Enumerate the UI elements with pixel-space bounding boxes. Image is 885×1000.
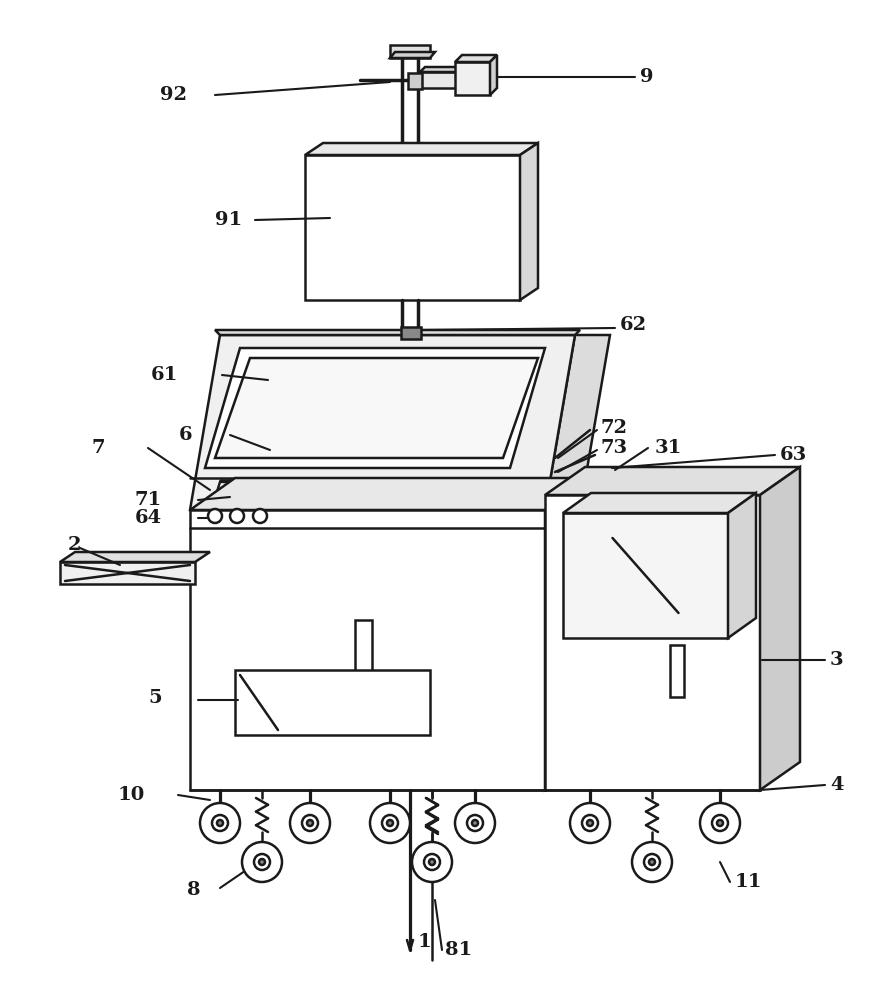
Circle shape: [700, 803, 740, 843]
Polygon shape: [412, 482, 500, 508]
Text: 63: 63: [780, 446, 807, 464]
Circle shape: [467, 815, 483, 831]
Circle shape: [472, 820, 478, 826]
Bar: [670, 645, 684, 697]
Circle shape: [649, 859, 655, 865]
Text: 7: 7: [91, 439, 105, 457]
Polygon shape: [205, 348, 545, 468]
Bar: [190, 510, 545, 790]
Circle shape: [212, 815, 228, 831]
Text: 5: 5: [149, 689, 162, 707]
Circle shape: [208, 509, 222, 523]
Polygon shape: [545, 478, 590, 790]
Polygon shape: [455, 55, 497, 62]
Polygon shape: [190, 335, 575, 510]
Polygon shape: [545, 467, 800, 495]
Polygon shape: [563, 493, 756, 513]
Circle shape: [217, 820, 223, 826]
Text: 3: 3: [830, 651, 843, 669]
Circle shape: [242, 842, 282, 882]
Polygon shape: [390, 52, 435, 58]
Circle shape: [712, 815, 728, 831]
Circle shape: [570, 803, 610, 843]
Text: 73: 73: [600, 439, 627, 457]
Circle shape: [370, 803, 410, 843]
Polygon shape: [760, 467, 800, 790]
Circle shape: [429, 859, 435, 865]
Text: 91: 91: [215, 211, 242, 229]
Text: 64: 64: [135, 509, 162, 527]
Text: 92: 92: [160, 86, 187, 104]
Text: 71: 71: [135, 491, 162, 509]
Circle shape: [632, 842, 672, 882]
Polygon shape: [545, 335, 610, 510]
Polygon shape: [420, 72, 490, 88]
Polygon shape: [312, 482, 400, 508]
Circle shape: [290, 803, 330, 843]
Circle shape: [302, 815, 318, 831]
Polygon shape: [215, 330, 580, 335]
Bar: [355, 620, 372, 678]
Circle shape: [644, 854, 660, 870]
Circle shape: [424, 854, 440, 870]
Text: 9: 9: [640, 68, 653, 86]
Circle shape: [382, 815, 398, 831]
Circle shape: [253, 509, 267, 523]
Circle shape: [230, 509, 244, 523]
Bar: [545, 495, 760, 790]
Circle shape: [259, 859, 265, 865]
Polygon shape: [390, 45, 430, 58]
Bar: [563, 513, 728, 638]
Circle shape: [412, 842, 452, 882]
Polygon shape: [60, 552, 210, 562]
Polygon shape: [455, 62, 490, 95]
Text: 11: 11: [735, 873, 763, 891]
Polygon shape: [190, 478, 590, 510]
Polygon shape: [212, 482, 300, 508]
Polygon shape: [60, 562, 195, 584]
Circle shape: [717, 820, 723, 826]
Text: 1: 1: [418, 933, 432, 951]
Circle shape: [387, 820, 393, 826]
Circle shape: [455, 803, 495, 843]
Polygon shape: [728, 493, 756, 638]
Text: 72: 72: [600, 419, 627, 437]
Circle shape: [582, 815, 598, 831]
Bar: [305, 155, 520, 300]
Circle shape: [200, 803, 240, 843]
Bar: [235, 670, 430, 735]
Text: 8: 8: [187, 881, 200, 899]
Text: 31: 31: [655, 439, 682, 457]
Circle shape: [254, 854, 270, 870]
Circle shape: [307, 820, 313, 826]
Text: 2: 2: [68, 536, 81, 554]
Text: 81: 81: [445, 941, 473, 959]
Text: 62: 62: [620, 316, 647, 334]
Polygon shape: [420, 67, 495, 72]
Polygon shape: [490, 55, 497, 95]
Bar: [401, 327, 421, 339]
Text: 10: 10: [118, 786, 145, 804]
Bar: [408, 73, 422, 89]
Circle shape: [587, 820, 593, 826]
Text: 6: 6: [179, 426, 192, 444]
Polygon shape: [520, 143, 538, 300]
Polygon shape: [305, 143, 538, 155]
Polygon shape: [215, 358, 538, 458]
Text: 61: 61: [150, 366, 178, 384]
Text: 4: 4: [830, 776, 843, 794]
